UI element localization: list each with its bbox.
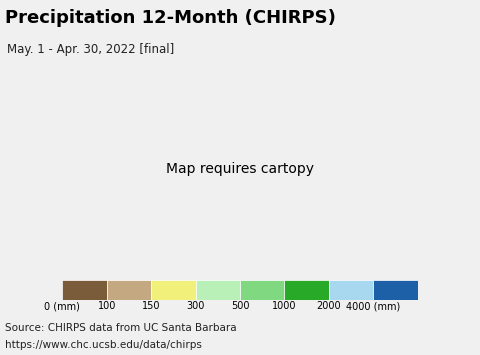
Bar [284,280,329,300]
Text: Precipitation 12-Month (CHIRPS): Precipitation 12-Month (CHIRPS) [5,9,336,27]
Text: https://www.chc.ucsb.edu/data/chirps: https://www.chc.ucsb.edu/data/chirps [5,340,202,350]
Text: 0 (mm): 0 (mm) [45,301,80,311]
Text: 300: 300 [186,301,205,311]
Bar [196,280,240,300]
Bar [373,280,418,300]
Text: 500: 500 [231,301,249,311]
Text: Source: CHIRPS data from UC Santa Barbara: Source: CHIRPS data from UC Santa Barbar… [5,323,237,333]
Text: Map requires cartopy: Map requires cartopy [166,162,314,176]
Text: 2000: 2000 [316,301,341,311]
Bar [329,280,373,300]
Text: 150: 150 [142,301,160,311]
Bar [62,280,107,300]
Text: 1000: 1000 [272,301,297,311]
Text: May. 1 - Apr. 30, 2022 [final]: May. 1 - Apr. 30, 2022 [final] [7,43,174,56]
Text: 4000 (mm): 4000 (mm) [346,301,400,311]
Bar [240,280,284,300]
Bar [107,280,151,300]
Text: 100: 100 [97,301,116,311]
Bar [151,280,196,300]
